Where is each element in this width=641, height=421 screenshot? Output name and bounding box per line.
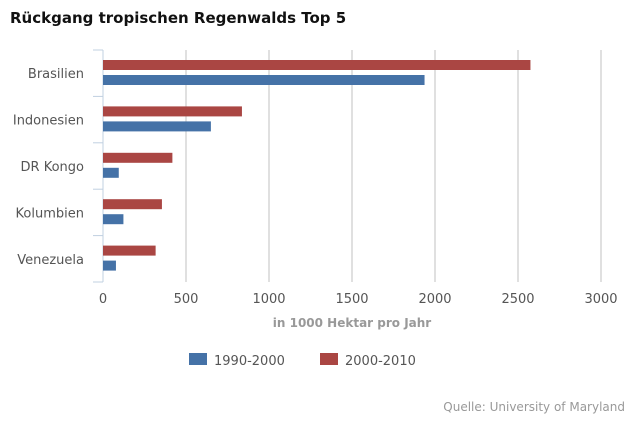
bar-1990-2000 [103, 260, 116, 271]
bar-1990-2000 [103, 121, 211, 132]
legend-label: 1990-2000 [214, 354, 285, 369]
source-note: Quelle: University of Maryland [443, 400, 625, 414]
x-tick-label: 500 [174, 292, 199, 307]
x-tick-label: 0 [99, 292, 107, 307]
bar-1990-2000 [103, 167, 119, 178]
legend-swatch [189, 353, 207, 365]
bar-2000-2010 [103, 152, 173, 163]
x-tick-label: 1000 [252, 292, 285, 307]
x-tick-label: 2500 [501, 292, 534, 307]
category-label: Venezuela [17, 253, 84, 268]
x-tick-label: 2000 [418, 292, 451, 307]
legend-swatch [320, 353, 338, 365]
bar-1990-2000 [103, 214, 124, 225]
bar-2000-2010 [103, 106, 242, 117]
bar-2000-2010 [103, 199, 162, 210]
bar-2000-2010 [103, 245, 156, 256]
x-axis-label: in 1000 Hektar pro Jahr [273, 316, 432, 330]
bar-2000-2010 [103, 60, 531, 70]
x-tick-label: 1500 [335, 292, 368, 307]
category-label: Kolumbien [16, 206, 84, 221]
bar-1990-2000 [103, 75, 425, 85]
category-label: Indonesien [13, 114, 84, 129]
legend-label: 2000-2010 [345, 354, 416, 369]
category-label: Brasilien [28, 67, 84, 82]
category-label: DR Kongo [21, 160, 84, 175]
chart-title: Rückgang tropischen Regenwalds Top 5 [10, 9, 347, 27]
x-tick-label: 3000 [584, 292, 617, 307]
